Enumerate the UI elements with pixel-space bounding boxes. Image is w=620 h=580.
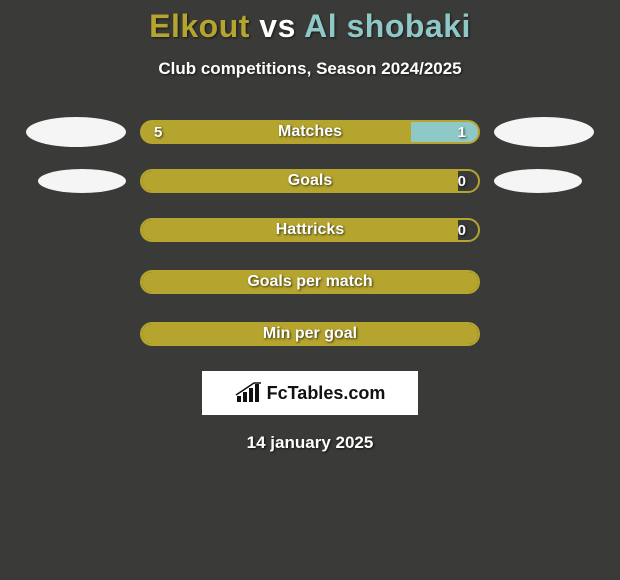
stat-label: Hattricks <box>142 220 478 240</box>
stat-label: Matches <box>142 122 478 142</box>
stat-row: Goals0 <box>0 169 620 193</box>
stat-bar: Min per goal <box>140 322 480 346</box>
player2-avatar <box>494 169 582 193</box>
player2-avatar <box>494 117 594 147</box>
stat-bar: Hattricks0 <box>140 218 480 242</box>
comparison-infographic: Elkout vs Al shobaki Club competitions, … <box>0 0 620 453</box>
player1-avatar <box>38 169 126 193</box>
stat-right-value: 1 <box>446 122 478 142</box>
vs-text: vs <box>259 8 296 44</box>
stat-row: Goals per match <box>0 267 620 297</box>
stat-bar: Goals per match <box>140 270 480 294</box>
brand-text: FcTables.com <box>267 383 386 404</box>
stat-left-value: 5 <box>142 122 174 142</box>
avatar-spacer <box>26 319 126 349</box>
avatar-spacer <box>494 215 594 245</box>
page-title: Elkout vs Al shobaki <box>0 8 620 45</box>
stat-row: Matches5 1 <box>0 117 620 147</box>
brand-box: FcTables.com <box>202 371 418 415</box>
avatar-spacer <box>494 319 594 349</box>
stat-row: Min per goal <box>0 319 620 349</box>
stat-label: Goals <box>142 171 478 191</box>
brand-chart-icon <box>235 382 263 404</box>
date-text: 14 january 2025 <box>0 433 620 453</box>
subtitle: Club competitions, Season 2024/2025 <box>0 59 620 79</box>
stat-label: Min per goal <box>142 324 478 344</box>
stat-right-value: 0 <box>446 171 478 191</box>
stat-label: Goals per match <box>142 272 478 292</box>
player1-avatar <box>26 117 126 147</box>
stat-row: Hattricks0 <box>0 215 620 245</box>
player1-name: Elkout <box>149 8 250 44</box>
stat-rows: Matches51Goals0Hattricks0Goals per match… <box>0 117 620 349</box>
stat-right-value: 0 <box>446 220 478 240</box>
stat-bar: Matches5 1 <box>140 120 480 144</box>
stat-bar: Goals0 <box>140 169 480 193</box>
avatar-spacer <box>494 267 594 297</box>
player2-name: Al shobaki <box>304 8 471 44</box>
avatar-spacer <box>26 215 126 245</box>
avatar-spacer <box>26 267 126 297</box>
